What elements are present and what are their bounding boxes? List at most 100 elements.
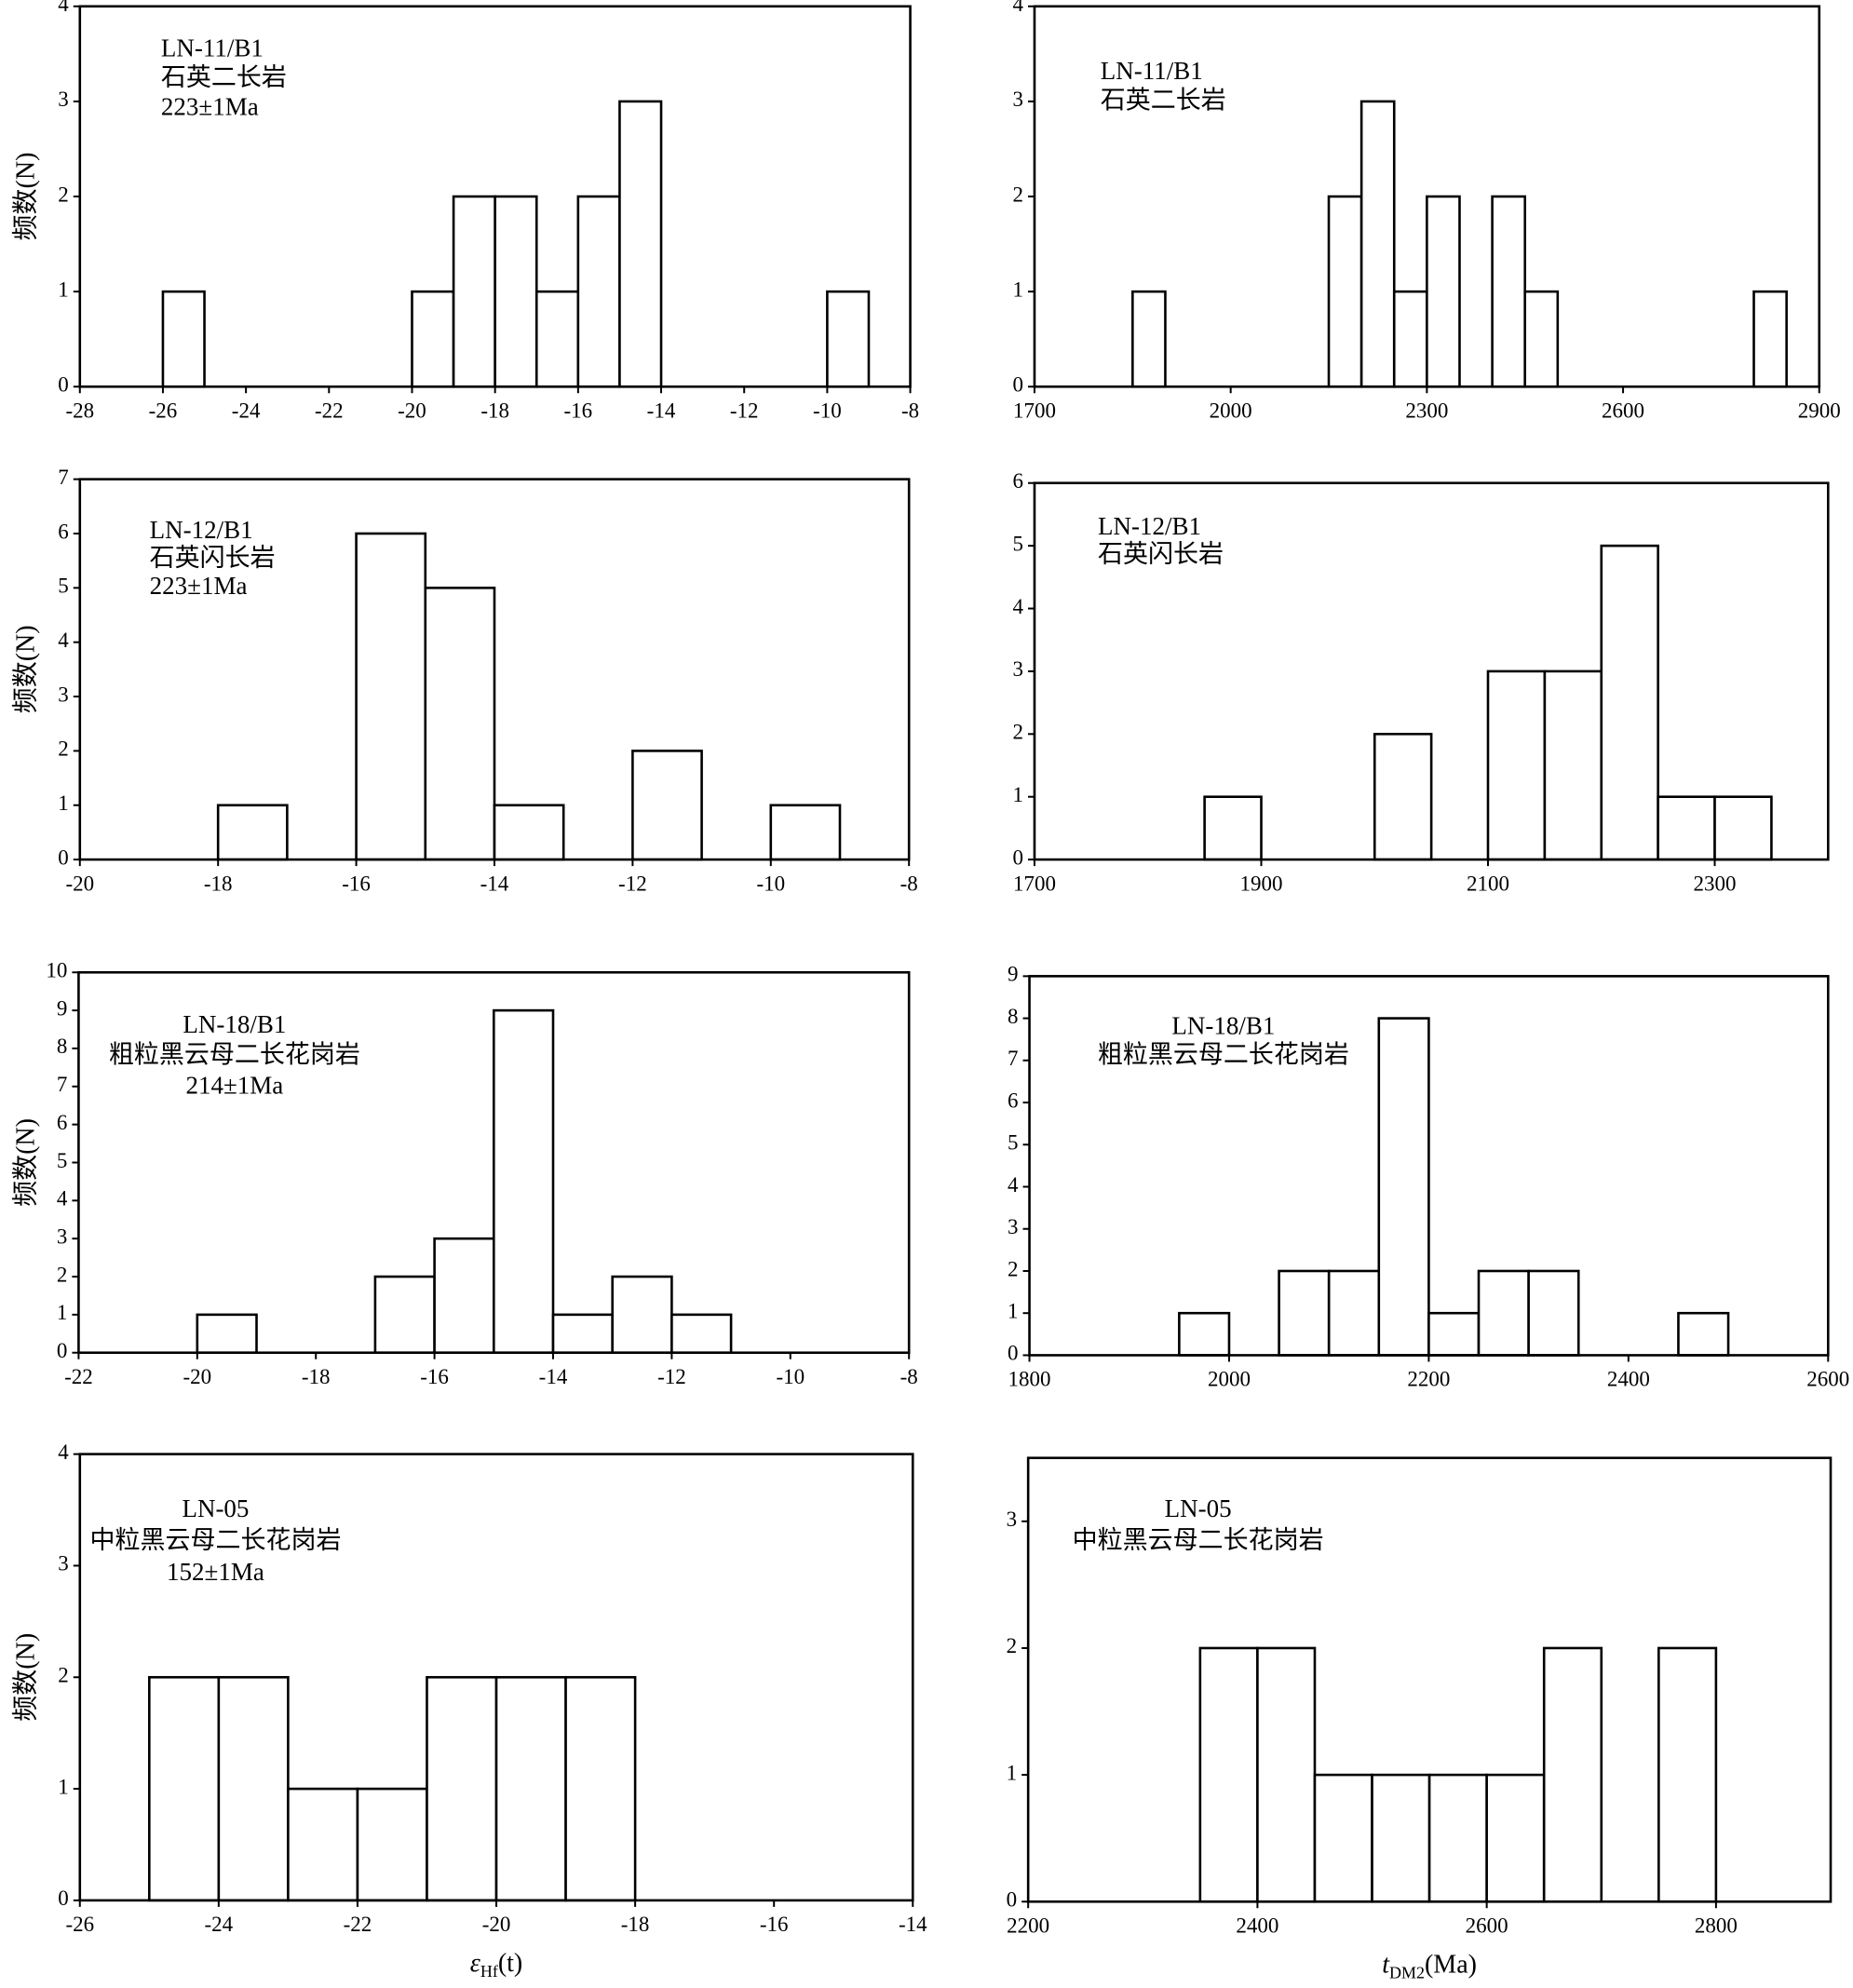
x-tick-label: 1700 [1013,399,1056,423]
y-tick-label: 1 [1007,1761,1018,1784]
x-tick-label: 2200 [1407,1368,1450,1391]
x-tick-label: 2600 [1602,399,1644,423]
bar [1392,290,1428,388]
bar [287,1787,359,1902]
bar [355,532,427,861]
x-tick-label: 1900 [1239,872,1282,895]
y-tick-label: 0 [57,1339,68,1362]
bar [1178,1311,1231,1357]
x-tick-label: -20 [398,399,426,423]
x-tick-label: -26 [65,1913,94,1936]
x-tick-label: 2400 [1607,1368,1650,1391]
bar [452,195,496,388]
x-tick-label: -20 [183,1365,211,1388]
x-tick-label: -16 [342,872,371,895]
x-tick-label: 2000 [1208,1368,1251,1391]
x-tick-label: 2600 [1806,1368,1849,1391]
x-tick-label: -24 [205,1913,234,1936]
y-tick-label: 4 [58,0,69,16]
x-label-rest: (Ma) [1425,1951,1477,1980]
annotation: LN-18/B1 [183,1010,286,1038]
bar [1542,1646,1603,1903]
y-tick-label: 4 [58,629,69,652]
bar [670,1313,733,1355]
bar [1327,1269,1381,1357]
bar [1427,1773,1488,1903]
y-tick-label: 1 [1008,1299,1019,1322]
y-tick-label: 0 [58,1887,69,1910]
bar [631,750,703,861]
x-tick-label: 2600 [1466,1914,1508,1938]
x-tick-label: -14 [647,399,676,423]
x-label-symbol: t [1382,1951,1390,1980]
annotation: 石英二长岩 [161,63,287,91]
y-tick-label: 6 [1008,1089,1019,1112]
x-tick-label: -26 [149,399,178,423]
annotation: 石英二长岩 [1101,86,1226,114]
bar [161,290,206,388]
bar [1657,1646,1718,1903]
annotation: 中粒黑云母二长花岗岩 [1073,1526,1324,1554]
x-tick-label: -18 [204,872,233,895]
x-tick-label: -28 [65,399,94,423]
y-tick-label: 1 [57,1301,68,1324]
x-tick-label: 2900 [1798,399,1841,423]
x-tick-label: -8 [900,872,918,895]
y-tick-label: 5 [58,575,69,598]
y-tick-label: 3 [1012,657,1023,681]
bar [551,1313,615,1355]
bar [426,1675,498,1902]
y-tick-label: 0 [1008,1342,1019,1365]
annotation: LN-12/B1 [150,516,253,544]
x-tick-label: 2100 [1467,872,1509,895]
y-tick-label: 3 [57,1224,68,1248]
y-tick-label: 6 [1012,469,1023,493]
bar [534,290,580,388]
x-tick-label: 2000 [1210,399,1252,423]
y-tick-label: 1 [1012,783,1023,806]
bar [1373,733,1433,861]
y-tick-label: 3 [1008,1215,1019,1238]
y-tick-label: 3 [1007,1508,1018,1531]
y-tick-label: 1 [58,791,69,815]
bar [411,290,455,388]
x-label-subscript: DM2 [1389,1963,1425,1981]
y-tick-label: 0 [58,845,69,869]
bar [1203,795,1263,861]
x-tick-label: 1700 [1013,872,1056,895]
bar [1485,1773,1546,1903]
y-tick-label: 2 [58,1664,69,1687]
x-label-symbol: ε [470,1949,480,1978]
bar [1377,1017,1430,1357]
y-tick-label: 4 [58,1440,69,1464]
y-tick-label: 1 [1012,277,1023,301]
x-tick-label: -20 [482,1913,511,1936]
y-tick-label: 1 [58,1775,69,1798]
bar [1313,1773,1373,1903]
bar [1523,290,1560,388]
bar [1427,1311,1481,1357]
annotation: LN-05 [182,1494,249,1522]
y-axis-label: 频数(N) [10,625,40,713]
x-tick-label: -16 [760,1913,789,1936]
bar [494,1675,567,1902]
y-axis-label: 频数(N) [10,1633,40,1722]
annotation: 粗粒黑云母二长花岗岩 [1098,1041,1349,1069]
y-tick-label: 2 [1012,183,1023,206]
y-tick-label: 3 [58,1552,69,1576]
y-tick-label: 5 [1008,1131,1019,1155]
annotation: LN-05 [1165,1494,1232,1522]
y-tick-label: 5 [57,1149,68,1172]
x-tick-label: -14 [539,1365,568,1388]
annotation: 石英闪长岩 [150,544,276,572]
y-axis-label: 频数(N) [10,153,40,241]
x-tick-label: -12 [657,1365,686,1388]
x-tick-label: -14 [480,872,509,895]
y-tick-label: 7 [1008,1047,1019,1070]
bar [1278,1269,1331,1357]
bar [611,1275,673,1355]
x-tick-label: -10 [776,1365,805,1388]
y-tick-label: 3 [1012,88,1023,111]
x-tick-label: -22 [64,1365,93,1388]
annotation: 中粒黑云母二长花岗岩 [89,1526,341,1554]
